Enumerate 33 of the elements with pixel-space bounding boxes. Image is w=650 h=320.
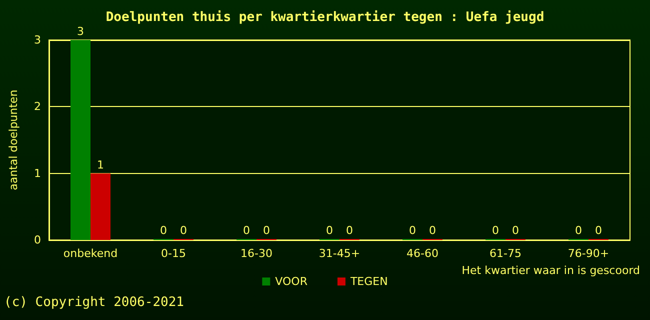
y-tick-label: 1 bbox=[34, 166, 41, 180]
x-tick-label: 0-15 bbox=[161, 247, 186, 260]
data-label: 1 bbox=[97, 158, 104, 172]
bar bbox=[90, 173, 110, 240]
x-tick-label: 46-60 bbox=[406, 247, 438, 260]
data-label: 0 bbox=[409, 224, 416, 237]
data-label: 0 bbox=[180, 224, 187, 237]
text: (c) Copyright 2006-2021 bbox=[4, 295, 184, 310]
data-label: 0 bbox=[263, 224, 270, 237]
y-tick-label: 0 bbox=[34, 234, 41, 246]
data-label: 0 bbox=[595, 224, 602, 237]
y-tick-label: 2 bbox=[34, 100, 41, 114]
bar bbox=[70, 40, 90, 240]
data-label: 0 bbox=[575, 224, 582, 237]
data-label: 0 bbox=[429, 224, 436, 237]
legend-label: TEGEN bbox=[349, 275, 388, 288]
chart-title: Doelpunten thuis per kwartierkwartier tegen : Uefa jeugd bbox=[106, 10, 544, 25]
data-label: 0 bbox=[512, 224, 519, 237]
data-label: 0 bbox=[160, 224, 167, 237]
y-tick-label: 3 bbox=[34, 34, 41, 46]
y-axis-title: aantal doelpunten bbox=[7, 90, 20, 190]
data-label: 3 bbox=[77, 25, 84, 38]
x-tick-label: 76-90+ bbox=[568, 247, 610, 260]
data-label: 0 bbox=[492, 224, 499, 237]
data-label: 0 bbox=[346, 224, 353, 237]
x-tick-label: onbekend bbox=[63, 247, 118, 260]
data-label: 0 bbox=[243, 224, 250, 237]
legend-label: VOOR bbox=[275, 275, 308, 288]
x-tick-label: 16-30 bbox=[240, 247, 272, 260]
data-label: 0 bbox=[326, 224, 333, 237]
x-tick-label: 31-45+ bbox=[318, 247, 360, 260]
x-tick-label: 61-75 bbox=[490, 247, 522, 260]
x-axis-title: Het kwartier waar in is gescoord bbox=[462, 264, 640, 277]
